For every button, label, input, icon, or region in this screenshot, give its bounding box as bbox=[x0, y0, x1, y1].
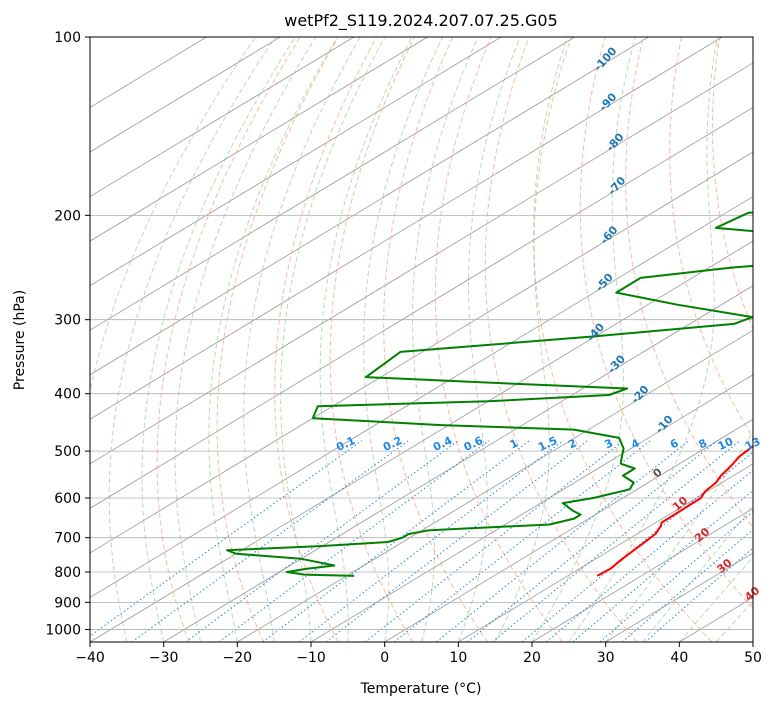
plot-area bbox=[90, 37, 753, 642]
x-tick-label: −30 bbox=[149, 650, 179, 666]
isotherm-line bbox=[90, 151, 753, 554]
dry-adiabat-line bbox=[484, 37, 638, 642]
moist-adiabat-line bbox=[531, 37, 636, 642]
moist-adiabat-line bbox=[108, 37, 276, 642]
moist-adiabat-line bbox=[280, 37, 386, 642]
dry-adiabat-line bbox=[216, 37, 339, 642]
isotherm-line bbox=[90, 240, 753, 642]
chart-title: wetPf2_S119.2024.207.07.25.G05 bbox=[284, 11, 558, 31]
y-tick-label: 100 bbox=[54, 30, 81, 46]
isotherm-line bbox=[90, 37, 281, 153]
temperature-line bbox=[596, 444, 753, 577]
isotherm-line bbox=[90, 196, 753, 598]
mixing-ratio-line bbox=[131, 440, 409, 642]
y-tick-label: 700 bbox=[54, 531, 81, 547]
dry-adiabat-line bbox=[533, 37, 713, 642]
x-tick-label: 50 bbox=[744, 650, 762, 666]
mixing-ratio-line bbox=[599, 510, 753, 642]
dry-adiabat-line bbox=[383, 37, 489, 642]
mixing-ratio-label: 10 bbox=[716, 435, 736, 453]
x-tick-label: 40 bbox=[670, 650, 688, 666]
moist-adiabat-line bbox=[568, 37, 718, 642]
mixing-ratio-line bbox=[622, 528, 753, 642]
isotherm-line bbox=[90, 37, 428, 242]
mixing-ratio-line bbox=[467, 440, 718, 642]
dry-adiabat-line bbox=[329, 37, 415, 642]
moist-adiabat-line bbox=[319, 37, 413, 642]
mixing-ratio-line bbox=[218, 440, 490, 642]
moist-adiabat-line bbox=[243, 37, 361, 642]
dry-adiabat-line bbox=[711, 37, 753, 331]
dry-adiabat-line bbox=[434, 37, 563, 642]
dewpoint-line bbox=[226, 211, 753, 577]
moist-adiabat-line bbox=[494, 37, 572, 642]
x-axis-ticks: −40 −30 −20 −10 0 10 20 30 40 50 bbox=[75, 642, 762, 666]
y-tick-label: 1000 bbox=[45, 622, 81, 638]
isotherm-line bbox=[90, 37, 723, 420]
y-tick-label: 200 bbox=[54, 208, 81, 224]
isotherm-line bbox=[237, 329, 753, 642]
profile-lines bbox=[226, 211, 753, 577]
isotherm-line bbox=[90, 106, 753, 509]
mixing-ratio-line bbox=[262, 440, 530, 642]
y-axis-ticks: 100 200 300 400 500 600 700 800 900 1000 bbox=[45, 30, 90, 638]
x-axis-label: Temperature (°C) bbox=[360, 681, 482, 697]
isotherm-line bbox=[90, 37, 649, 376]
x-tick-label: −20 bbox=[223, 650, 253, 666]
y-tick-label: 600 bbox=[54, 491, 81, 507]
moist-adiabat-line bbox=[605, 430, 753, 642]
x-tick-label: −10 bbox=[296, 650, 326, 666]
mixing-ratio-line bbox=[298, 440, 564, 642]
isotherm-line bbox=[310, 374, 753, 642]
y-tick-label: 500 bbox=[54, 444, 81, 460]
isotherm-line bbox=[90, 37, 502, 287]
moist-adiabat-line bbox=[208, 37, 338, 642]
isotherm-line bbox=[458, 463, 753, 642]
moist-adiabat-line bbox=[457, 37, 521, 642]
x-tick-label: 30 bbox=[597, 650, 615, 666]
x-tick-label: 10 bbox=[449, 650, 467, 666]
isotherm-line bbox=[163, 285, 753, 642]
x-tick-label: 0 bbox=[380, 650, 389, 666]
moist-adiabat-line bbox=[412, 37, 479, 642]
x-tick-label: 20 bbox=[523, 650, 541, 666]
y-tick-label: 400 bbox=[54, 387, 81, 403]
background-lines bbox=[90, 37, 753, 642]
y-axis-label: Pressure (hPa) bbox=[12, 290, 28, 390]
mixing-ratio-line bbox=[90, 440, 363, 637]
dry-adiabat-line bbox=[579, 37, 753, 609]
isotherm-line bbox=[90, 37, 355, 198]
isotherm-line bbox=[531, 507, 753, 642]
y-tick-label: 900 bbox=[54, 595, 81, 611]
mixing-ratio-line bbox=[364, 440, 625, 642]
mixing-ratio-line bbox=[325, 440, 589, 642]
plot-frame bbox=[89, 36, 754, 643]
mixing-ratio-line bbox=[491, 440, 741, 642]
mixing-ratio-line bbox=[185, 440, 459, 642]
moist-adiabat-line bbox=[141, 37, 296, 642]
isotherm-line bbox=[90, 37, 576, 331]
isotherm-line bbox=[384, 418, 753, 642]
moist-adiabat-line bbox=[174, 37, 317, 642]
y-tick-label: 300 bbox=[54, 313, 81, 329]
dry-adiabat-line bbox=[156, 37, 301, 642]
y-tick-label: 800 bbox=[54, 565, 81, 581]
dry-adiabat-line bbox=[274, 37, 377, 642]
moist-adiabat-line bbox=[363, 37, 444, 642]
x-tick-label: −40 bbox=[75, 650, 105, 666]
mixing-ratio-line bbox=[644, 547, 753, 642]
isotherm-line bbox=[90, 62, 753, 465]
